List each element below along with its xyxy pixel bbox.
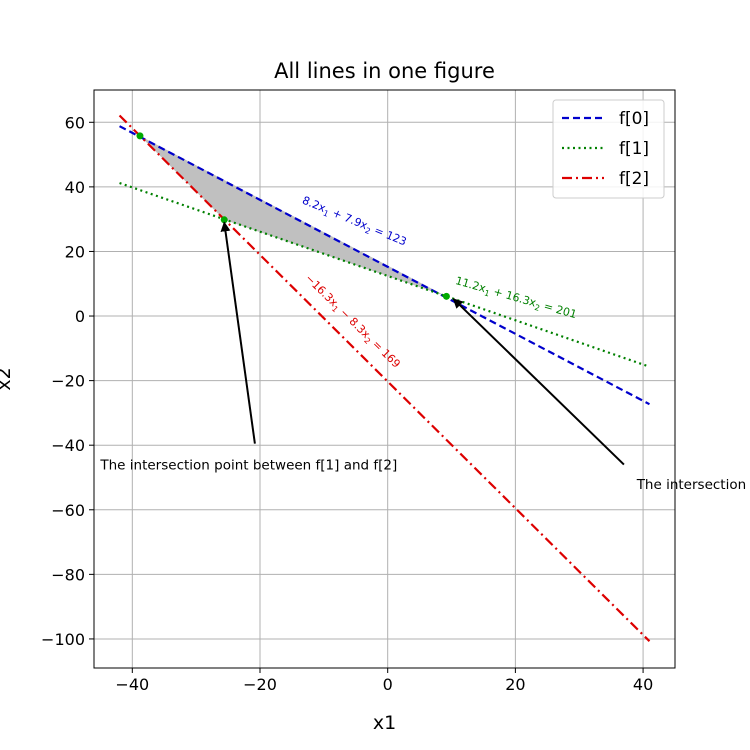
y-tick-label: 20 [65,242,85,261]
annotation-arrows [220,221,625,466]
y-tick-label: 0 [75,307,85,326]
intersection-point [220,216,228,224]
y-tick-label: −60 [51,501,85,520]
y-tick-label: −20 [51,372,85,391]
y-tick-label: −80 [51,565,85,584]
annotation-arrow-1 [452,298,625,466]
annotation-text-1: The intersection [636,477,746,493]
x-tick-label: 20 [505,675,525,694]
y-tick-label: −100 [41,630,85,649]
series-line-0 [119,125,650,406]
y-axis-ticks: 60 40 20 0 −20 −40 −60 −80 −100 [41,113,94,649]
legend-box [552,99,665,199]
chart-title: All lines in one figure [274,59,495,83]
legend-label-1: f[1] [619,139,649,159]
annotation-arrow-0 [220,221,256,444]
y-tick-label: −40 [51,436,85,455]
series-line-2 [118,114,651,642]
grid-lines [94,90,675,668]
y-axis-label: x2 [0,367,15,390]
x-tick-label: −40 [115,675,149,694]
y-tick-label: 60 [65,113,85,132]
annotation-text-0: The intersection point between f[1] and … [99,457,397,473]
legend-label-0: f[0] [619,109,649,129]
x-tick-label: 0 [383,675,393,694]
feasible-region [139,135,447,297]
legend-label-2: f[2] [619,169,649,189]
legend: f[0] f[1] f[2] [552,99,665,199]
intersection-point [442,292,450,300]
x-tick-label: −20 [243,675,277,694]
intersection-point [136,132,144,140]
y-tick-label: 40 [65,178,85,197]
plot-frame [93,89,676,669]
x-axis-label: x1 [373,712,396,734]
annotation-texts: The intersection point between f[1] and … [99,457,746,492]
x-axis-ticks: −40 −20 0 20 40 [115,668,653,694]
x-tick-label: 40 [633,675,653,694]
